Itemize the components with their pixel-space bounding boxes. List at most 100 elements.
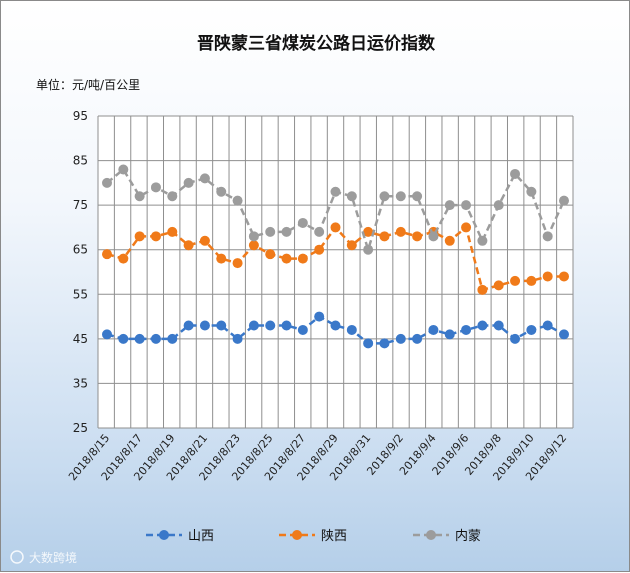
y-axis-ticks: 25 35 45 55 65 75 85 95 — [73, 109, 88, 435]
data-point — [461, 324, 472, 335]
data-point — [412, 333, 423, 344]
data-point — [248, 231, 259, 242]
watermark: 大数跨境 — [10, 550, 77, 565]
data-point — [559, 195, 569, 206]
data-point — [167, 191, 178, 202]
data-point — [150, 231, 161, 242]
data-point — [216, 186, 227, 197]
data-point — [265, 320, 276, 331]
series-1 — [102, 222, 569, 295]
data-point — [314, 226, 325, 237]
data-point — [183, 240, 194, 251]
data-point — [510, 168, 521, 179]
data-point — [199, 320, 210, 331]
legend-marker — [159, 530, 169, 540]
data-point — [265, 226, 276, 237]
y-tick-label: 65 — [73, 243, 88, 257]
data-point — [297, 253, 308, 264]
y-tick-label: 85 — [73, 154, 88, 168]
data-point — [150, 182, 161, 193]
data-point — [379, 231, 390, 242]
data-point — [314, 311, 325, 322]
data-point — [330, 222, 341, 233]
data-point — [461, 222, 472, 233]
legend: 山西 陕西 内蒙 — [146, 528, 481, 544]
data-point — [281, 320, 292, 331]
data-point — [493, 320, 504, 331]
data-point — [444, 329, 455, 340]
data-point — [216, 320, 227, 331]
y-tick-label: 95 — [73, 109, 88, 123]
grid — [97, 115, 574, 429]
unit-label: 单位：元/吨/百公里 — [36, 77, 140, 92]
data-point — [526, 186, 537, 197]
data-point — [134, 231, 145, 242]
data-point — [232, 195, 243, 206]
data-point — [477, 320, 488, 331]
data-point — [526, 275, 537, 286]
data-point — [330, 320, 341, 331]
data-point — [265, 249, 276, 260]
data-point — [167, 333, 178, 344]
data-point — [526, 324, 537, 335]
data-point — [444, 235, 455, 246]
chart-title: 晋陕蒙三省煤炭公路日运价指数 — [197, 33, 436, 54]
y-tick-label: 35 — [73, 376, 88, 390]
data-point — [297, 217, 308, 228]
data-point — [248, 240, 259, 251]
data-point — [510, 275, 521, 286]
data-point — [395, 191, 406, 202]
data-point — [232, 333, 243, 344]
data-point — [542, 271, 553, 282]
data-point — [102, 329, 112, 340]
series-lines — [102, 164, 569, 349]
data-point — [559, 329, 569, 340]
data-point — [281, 253, 292, 264]
data-point — [248, 320, 259, 331]
series-0 — [102, 311, 569, 349]
legend-item: 陕西 — [279, 529, 347, 544]
data-point — [461, 200, 472, 211]
y-tick-label: 75 — [73, 198, 88, 212]
data-point — [542, 231, 553, 242]
data-point — [183, 177, 194, 188]
data-point — [346, 324, 357, 335]
legend-label: 陕西 — [321, 529, 347, 544]
data-point — [428, 231, 439, 242]
data-point — [183, 320, 194, 331]
data-point — [346, 240, 357, 251]
legend-label: 内蒙 — [455, 528, 481, 544]
x-axis-ticks: 2018/8/152018/8/172018/8/192018/8/212018… — [66, 432, 569, 484]
legend-marker — [426, 530, 436, 540]
y-tick-label: 55 — [73, 287, 88, 301]
legend-marker — [292, 530, 302, 540]
data-point — [297, 324, 308, 335]
data-point — [199, 235, 210, 246]
data-point — [118, 333, 129, 344]
data-point — [134, 333, 145, 344]
legend-item: 内蒙 — [413, 528, 481, 544]
data-point — [150, 333, 161, 344]
plot-background — [98, 116, 573, 428]
data-point — [167, 226, 178, 237]
watermark-logo-icon — [10, 550, 24, 564]
data-point — [493, 280, 504, 291]
data-point — [118, 253, 129, 264]
data-point — [395, 226, 406, 237]
data-point — [412, 231, 423, 242]
data-point — [118, 164, 129, 175]
data-point — [428, 324, 439, 335]
legend-label: 山西 — [188, 529, 214, 544]
data-point — [510, 333, 521, 344]
data-point — [281, 226, 292, 237]
data-point — [395, 333, 406, 344]
data-point — [363, 226, 374, 237]
data-point — [363, 338, 374, 349]
legend-item: 山西 — [146, 529, 214, 544]
data-point — [102, 177, 112, 188]
data-point — [216, 253, 227, 264]
y-tick-label: 45 — [73, 332, 88, 346]
data-point — [134, 191, 145, 202]
